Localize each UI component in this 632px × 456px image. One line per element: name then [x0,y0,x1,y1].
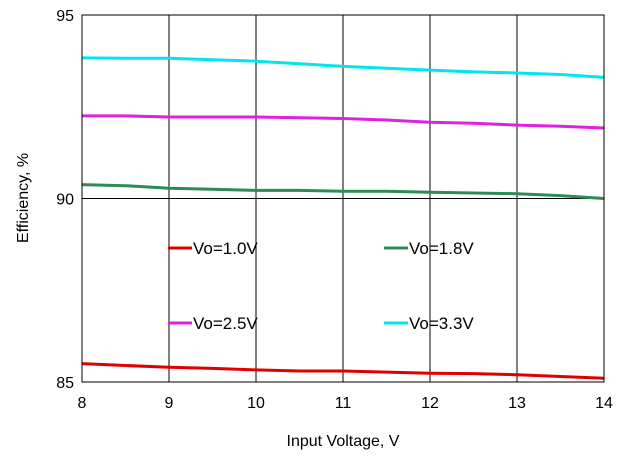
legend-label: Vo=1.0V [193,239,258,258]
x-tick-label: 8 [78,395,87,412]
tick-labels: 8 9 10 11 12 13 14 85 90 95 [56,8,613,412]
x-tick-label: 13 [508,395,526,412]
series-line-vo-3-3v [81,56,605,79]
x-axis-label: Input Voltage, V [287,433,400,450]
legend-item: Vo=1.8V [384,239,474,258]
legend-item: Vo=2.5V [168,314,258,333]
grid [82,15,604,382]
y-tick-label: 90 [56,192,74,209]
x-tick-label: 11 [335,395,352,412]
y-tick-label: 85 [56,375,74,392]
x-tick-label: 10 [247,395,265,412]
y-axis-label: Efficiency, % [15,153,32,243]
legend-label: Vo=3.3V [409,314,474,333]
y-tick-label: 95 [56,8,74,25]
x-tick-label: 12 [421,395,439,412]
series-line-vo-1-0v [81,362,605,380]
x-tick-label: 9 [165,395,174,412]
series-lines [81,56,605,380]
legend-label: Vo=2.5V [193,314,258,333]
x-tick-label: 14 [595,395,613,412]
legend-label: Vo=1.8V [409,239,474,258]
legend-item: Vo=3.3V [384,314,474,333]
legend: Vo=1.0V Vo=1.8V Vo=2.5V Vo=3.3V [168,239,474,333]
series-line-vo-2-5v [82,114,605,130]
series-line-vo-1-8v [81,183,605,200]
plot-frame [81,14,605,383]
legend-item: Vo=1.0V [168,239,258,258]
